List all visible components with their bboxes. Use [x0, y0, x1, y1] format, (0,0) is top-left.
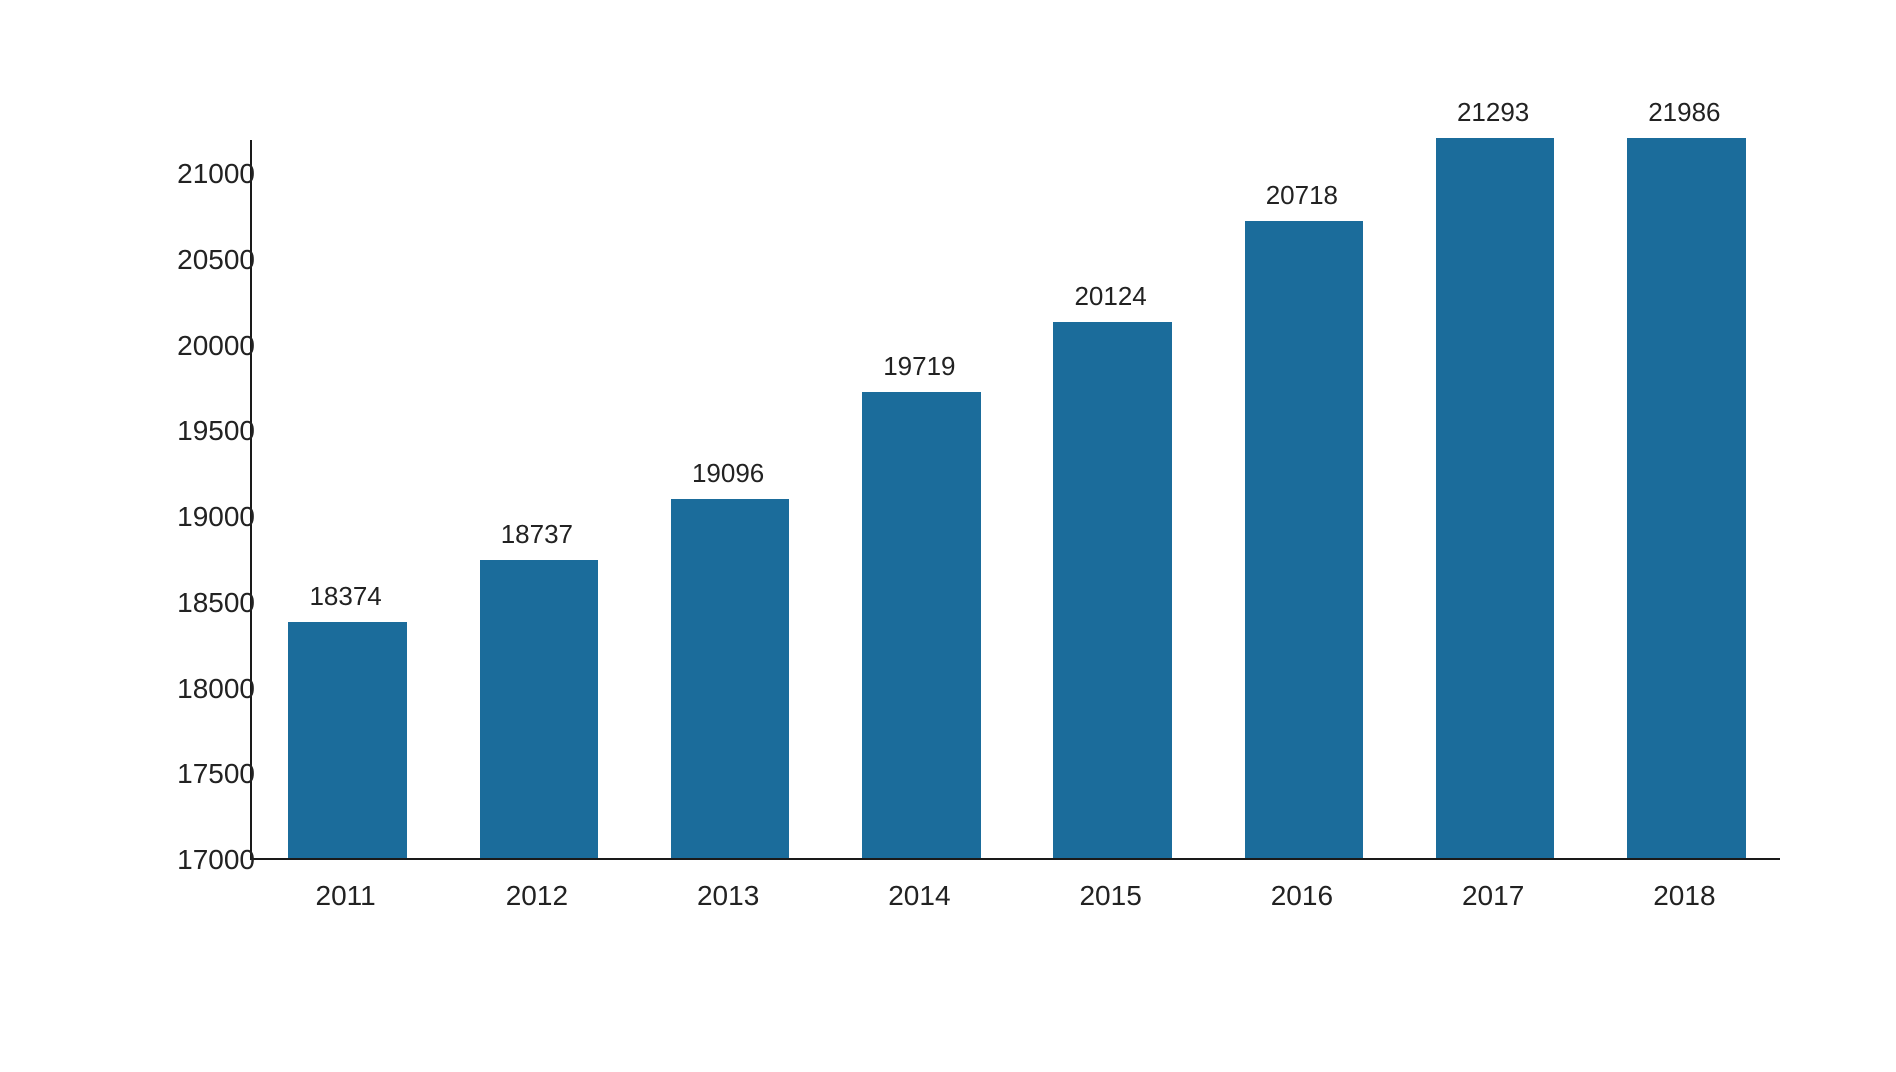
x-tick-label: 2017: [1462, 880, 1524, 912]
x-tick-label: 2016: [1271, 880, 1333, 912]
bar-value-label: 20124: [1074, 281, 1146, 312]
bar-value-label: 18737: [501, 519, 573, 550]
bar-value-label: 19096: [692, 458, 764, 489]
bar: [480, 560, 599, 858]
bar: [288, 622, 407, 858]
x-tick-label: 2018: [1653, 880, 1715, 912]
y-tick-label: 19000: [177, 501, 255, 533]
bar-value-label: 20718: [1266, 180, 1338, 211]
x-tick-label: 2014: [888, 880, 950, 912]
y-tick-label: 19500: [177, 415, 255, 447]
x-tick-label: 2015: [1079, 880, 1141, 912]
bar: [1627, 138, 1746, 858]
bar: [1053, 322, 1172, 858]
bar: [671, 499, 790, 858]
bar: [1245, 221, 1364, 858]
y-tick-label: 20000: [177, 330, 255, 362]
bar-value-label: 19719: [883, 351, 955, 382]
x-tick-label: 2012: [506, 880, 568, 912]
x-tick-label: 2011: [316, 880, 376, 912]
bar: [1436, 138, 1555, 858]
bar: [862, 392, 981, 858]
bar-chart: 17000 17500 18000 18500 19000 19500 20000 20500…: [120, 100, 1800, 970]
x-tick-label: 2013: [697, 880, 759, 912]
y-tick-label: 18000: [177, 673, 255, 705]
bar-value-label: 21986: [1648, 97, 1720, 128]
bar-value-label: 21293: [1457, 97, 1529, 128]
y-tick-label: 17500: [177, 758, 255, 790]
y-tick-label: 17000: [177, 844, 255, 876]
plot-area: [250, 140, 1780, 860]
y-tick-label: 21000: [177, 158, 255, 190]
bar-value-label: 18374: [309, 581, 381, 612]
y-tick-label: 20500: [177, 244, 255, 276]
y-tick-label: 18500: [177, 587, 255, 619]
